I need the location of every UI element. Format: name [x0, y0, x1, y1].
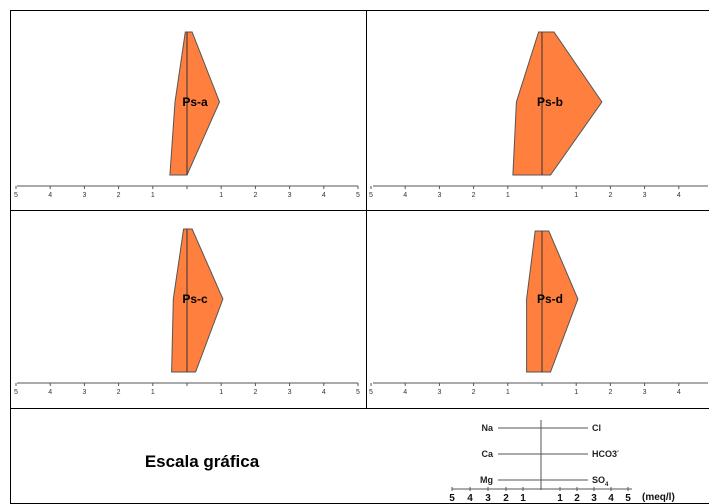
- x-tick-label: 4: [322, 389, 326, 396]
- stiff-polygon-ps-b: [512, 31, 603, 176]
- scale-tick-label: 2: [574, 493, 580, 504]
- x-tick-label: 1: [219, 192, 223, 199]
- x-tick-label: 1: [506, 192, 510, 199]
- legend-label-so4: SO4: [592, 475, 609, 488]
- scale-tick-label: 5: [449, 493, 455, 504]
- x-tick-label: 5: [14, 389, 18, 396]
- x-tick-label: 1: [151, 389, 155, 396]
- legend-label-hco3: HCO3-: [592, 449, 619, 459]
- x-tick-label: 2: [253, 192, 257, 199]
- x-tick-label: 2: [608, 192, 612, 199]
- stiff-polygon-ps-c: [171, 228, 224, 373]
- x-tick-label: 4: [48, 192, 52, 199]
- scale-tick-label: 2: [503, 493, 509, 504]
- x-tick-label: 4: [677, 389, 681, 396]
- panel-grid: [10, 10, 709, 504]
- legend-title: Escala gráfica: [145, 452, 260, 471]
- x-tick-label: 5: [369, 192, 373, 199]
- scale-tick-label: 4: [608, 493, 614, 504]
- sample-label: Ps-b: [537, 95, 563, 109]
- sample-panel-ps-d: Ps-d 5 4 3 2 1 1 2 3 4: [369, 230, 708, 396]
- x-tick-label: 2: [117, 389, 121, 396]
- x-tick-label: 4: [48, 389, 52, 396]
- x-tick-label: 2: [253, 389, 257, 396]
- sample-label: Ps-d: [537, 292, 563, 306]
- x-tick-label: 1: [574, 192, 578, 199]
- sample-panel-ps-b: Ps-b 5 4 3 2 1 1 2 3 4: [369, 31, 708, 199]
- scale-tick-label: 3: [485, 493, 491, 504]
- x-tick-label: 1: [506, 389, 510, 396]
- legend-label-na: Na: [481, 423, 493, 433]
- x-tick-label: 5: [369, 389, 373, 396]
- sample-panels: Ps-a 5 4 3 2 1 1 2 3 4 5 Ps-b 5 4 3 2 1 1 2 3 4 Ps-c 5 4 3 2 1 1 2 3 4…: [14, 31, 708, 396]
- x-tick-label: 4: [403, 389, 407, 396]
- x-tick-label: 2: [608, 389, 612, 396]
- legend-label-mg: Mg: [480, 475, 493, 485]
- scale-tick-label: 1: [520, 493, 526, 504]
- sample-label: Ps-c: [182, 292, 208, 306]
- legend-label-ca: Ca: [481, 449, 493, 459]
- x-tick-label: 4: [403, 192, 407, 199]
- x-tick-label: 4: [677, 192, 681, 199]
- x-tick-label: 1: [574, 389, 578, 396]
- x-tick-label: 5: [356, 389, 360, 396]
- x-tick-label: 3: [437, 389, 441, 396]
- legend-label-cl: Cl: [592, 423, 601, 433]
- scale-tick-label: 4: [467, 493, 473, 504]
- sample-panel-ps-a: Ps-a 5 4 3 2 1 1 2 3 4 5: [14, 31, 360, 199]
- x-tick-label: 5: [356, 192, 360, 199]
- x-tick-label: 1: [219, 389, 223, 396]
- x-tick-label: 2: [472, 192, 476, 199]
- scale-tick-label: 5: [625, 493, 631, 504]
- x-tick-label: 2: [117, 192, 121, 199]
- x-tick-label: 3: [437, 192, 441, 199]
- x-tick-label: 4: [322, 192, 326, 199]
- x-tick-label: 3: [288, 389, 292, 396]
- x-tick-label: 3: [643, 389, 647, 396]
- x-tick-label: 3: [82, 389, 86, 396]
- x-tick-label: 1: [151, 192, 155, 199]
- scale-tick-label: 1: [557, 493, 563, 504]
- x-tick-label: 3: [643, 192, 647, 199]
- x-tick-label: 5: [14, 192, 18, 199]
- x-tick-label: 2: [472, 389, 476, 396]
- sample-label: Ps-a: [182, 95, 208, 109]
- sample-panel-ps-c: Ps-c 5 4 3 2 1 1 2 3 4 5: [14, 228, 360, 396]
- stiff-polygon-ps-d: [526, 230, 579, 373]
- x-tick-label: 3: [82, 192, 86, 199]
- scale-tick-label: 3: [591, 493, 597, 504]
- x-tick-label: 3: [288, 192, 292, 199]
- scale-unit: (meq/l): [642, 492, 675, 503]
